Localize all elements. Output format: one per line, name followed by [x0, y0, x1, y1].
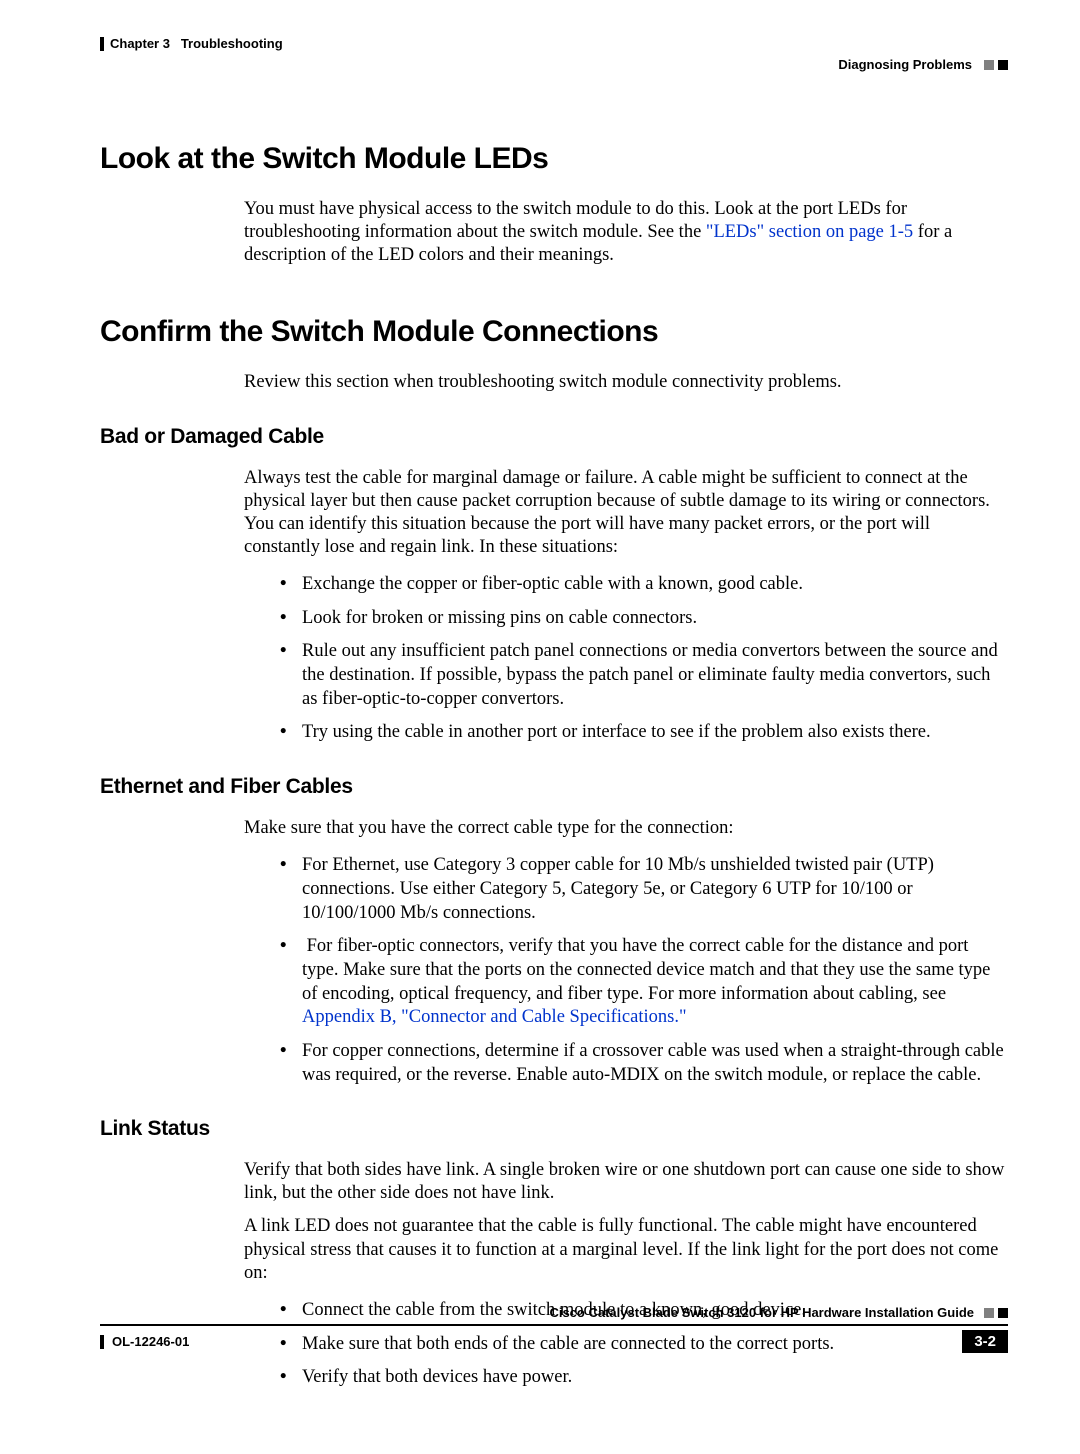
- link-leds-section[interactable]: "LEDs" section on page 1-5: [706, 222, 913, 242]
- list-item: For fiber-optic connectors, verify that …: [280, 935, 1008, 1030]
- footer-marker: [100, 1335, 104, 1349]
- running-header: Chapter 3 Troubleshooting: [100, 36, 1008, 51]
- bullet-list: Exchange the copper or fiber-optic cable…: [280, 573, 1008, 745]
- paragraph: Review this section when troubleshooting…: [244, 371, 1008, 394]
- paragraph: You must have physical access to the swi…: [244, 198, 1008, 267]
- paragraph: Always test the cable for marginal damag…: [244, 467, 1008, 560]
- footer-bottom-row: OL-12246-01 3-2: [100, 1330, 1008, 1353]
- header-marker: [100, 37, 104, 51]
- subheading-link-status: Link Status: [100, 1117, 1008, 1141]
- list-item: Exchange the copper or fiber-optic cable…: [280, 573, 1008, 597]
- list-item: Verify that both devices have power.: [280, 1366, 1008, 1390]
- page-number: 3-2: [962, 1330, 1008, 1353]
- subheading-bad-cable: Bad or Damaged Cable: [100, 425, 1008, 449]
- footer-divider: [100, 1324, 1008, 1326]
- footer-guide-title: Cisco Catalyst Blade Switch 3120 for HP …: [549, 1305, 974, 1320]
- list-item: Rule out any insufficient patch panel co…: [280, 640, 1008, 711]
- footer-doc-number: OL-12246-01: [112, 1334, 189, 1349]
- section-label: Diagnosing Problems: [838, 57, 972, 72]
- chapter-label: Chapter 3 Troubleshooting: [110, 36, 283, 51]
- running-subheader: Diagnosing Problems: [100, 57, 1008, 72]
- paragraph: A link LED does not guarantee that the c…: [244, 1215, 1008, 1284]
- bullet-list: For Ethernet, use Category 3 copper cabl…: [280, 854, 1008, 1087]
- list-item: For Ethernet, use Category 3 copper cabl…: [280, 854, 1008, 925]
- text-run: For fiber-optic connectors, verify that …: [302, 936, 990, 1003]
- page-container: Chapter 3 Troubleshooting Diagnosing Pro…: [0, 0, 1080, 1454]
- heading-confirm: Confirm the Switch Module Connections: [100, 315, 1008, 349]
- subheading-ethernet: Ethernet and Fiber Cables: [100, 775, 1008, 799]
- link-appendix-b[interactable]: Appendix B, "Connector and Cable Specifi…: [302, 1007, 687, 1027]
- page-footer: Cisco Catalyst Blade Switch 3120 for HP …: [100, 1305, 1008, 1353]
- header-square-icon: [998, 60, 1008, 70]
- list-item: Try using the cable in another port or i…: [280, 721, 1008, 745]
- list-item: For copper connections, determine if a c…: [280, 1040, 1008, 1087]
- footer-left: OL-12246-01: [100, 1334, 189, 1349]
- footer-square-icon: [998, 1308, 1008, 1318]
- footer-square-icon: [984, 1308, 994, 1318]
- footer-title-row: Cisco Catalyst Blade Switch 3120 for HP …: [100, 1305, 1008, 1320]
- paragraph: Verify that both sides have link. A sing…: [244, 1159, 1008, 1205]
- heading-leds: Look at the Switch Module LEDs: [100, 142, 1008, 176]
- header-square-icon: [984, 60, 994, 70]
- list-item: Look for broken or missing pins on cable…: [280, 607, 1008, 631]
- paragraph: Make sure that you have the correct cabl…: [244, 817, 1008, 840]
